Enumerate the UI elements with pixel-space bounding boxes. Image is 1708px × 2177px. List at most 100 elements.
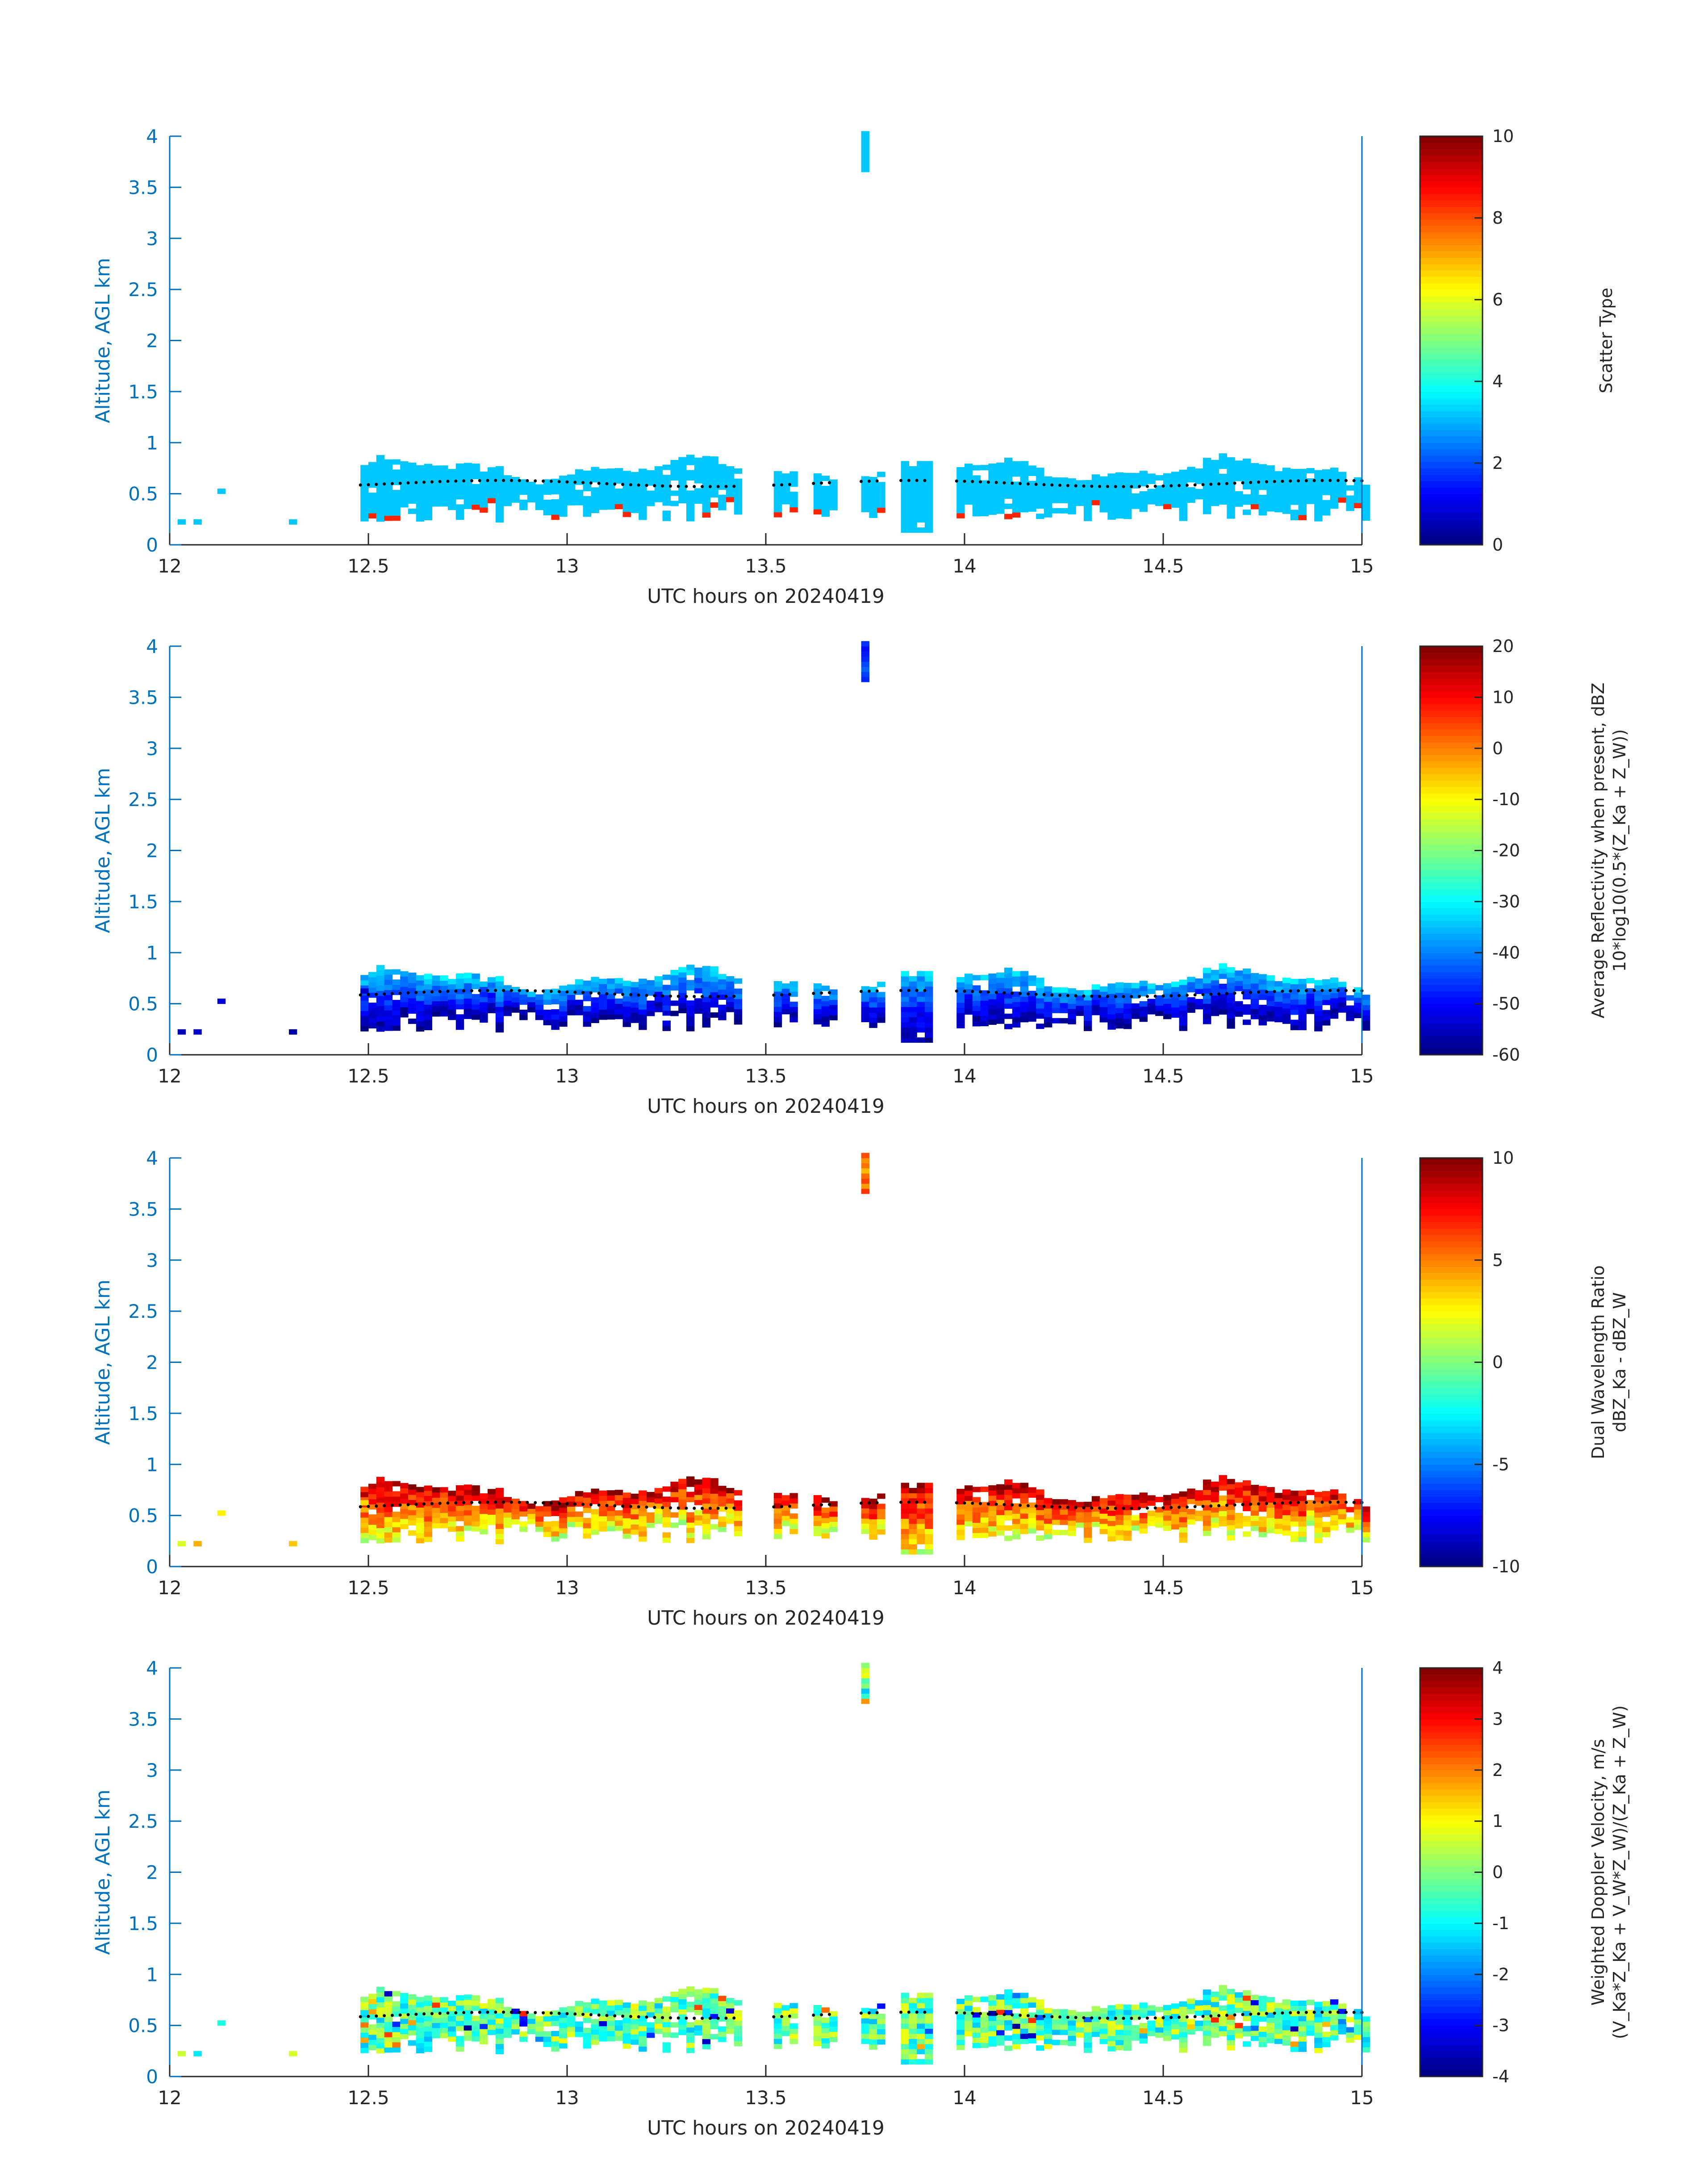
cloud-top-dot [1058,2015,1062,2019]
heatmap-cell [1107,499,1116,505]
heatmap-cell [495,1488,504,1493]
heatmap-cell [583,2002,591,2008]
heatmap-cell [384,1025,393,1031]
colorbar-segment [1420,959,1482,966]
heatmap-cell [559,2022,568,2028]
heatmap-cell [1227,1003,1235,1008]
heatmap-cell [1354,497,1362,503]
heatmap-cell [1330,1494,1339,1500]
cloud-top-dot [875,2011,879,2014]
heatmap-cell [1099,1529,1108,1534]
heatmap-cell [1139,471,1148,476]
heatmap-cell [813,473,822,479]
cloud-top-dot [1019,1504,1022,1507]
heatmap-cell [1052,508,1061,514]
heatmap-cell [455,973,464,979]
heatmap-cell [360,995,369,1001]
heatmap-cell [1044,1513,1052,1519]
heatmap-cell [965,989,973,994]
heatmap-cell [488,987,496,993]
heatmap-cell [821,986,830,991]
heatmap-cell [583,496,591,501]
heatmap-cell [392,490,401,496]
heatmap-cell [1195,999,1203,1004]
heatmap-cell [1274,986,1283,992]
heatmap-cell [1163,1008,1172,1014]
heatmap-cell [965,978,973,984]
heatmap-cell [1314,1522,1323,1528]
heatmap-cell [925,486,933,492]
cloud-top-dot [470,479,473,482]
heatmap-cell [773,1017,782,1023]
heatmap-cell [1346,2032,1354,2038]
heatmap-cell [980,1533,989,1538]
heatmap-cell [360,1997,369,2002]
heatmap-cell [1155,2032,1164,2038]
heatmap-cell [392,1517,401,1522]
heatmap-cell [1020,1493,1028,1499]
heatmap-cell [1028,1518,1036,1524]
heatmap-cell [424,494,432,500]
heatmap-cell [1068,483,1076,489]
heatmap-cell [1203,1510,1211,1516]
heatmap-cell [1107,2020,1116,2026]
heatmap-cell [909,527,917,533]
heatmap-cell [480,502,488,508]
heatmap-cell [1266,2002,1275,2008]
cloud-top-dot [573,2012,577,2016]
heatmap-cell [773,476,782,482]
heatmap-cell [1282,2014,1291,2020]
heatmap-cell [861,146,869,152]
cloud-top-dot [1138,485,1141,488]
heatmap-cell [789,2039,798,2044]
heatmap-cell [631,477,639,483]
heatmap-cell [670,470,679,476]
heatmap-cell [1354,1509,1362,1515]
heatmap-cell [686,1481,695,1487]
heatmap-cell [829,489,838,495]
heatmap-cell [511,1499,520,1504]
heatmap-cell [503,1502,512,1508]
colorbar-segment [1420,895,1482,902]
heatmap-cell [972,1517,981,1523]
colorbar-segment [1420,1680,1482,1688]
heatmap-cell [360,465,369,471]
cloud-top-dot [979,480,982,484]
heatmap-cell [567,495,576,501]
heatmap-cell [1235,1523,1243,1529]
heatmap-cell [384,1512,393,1517]
heatmap-cell [384,2011,393,2017]
heatmap-cell [1084,2032,1092,2038]
heatmap-cell [567,2021,576,2027]
heatmap-cell [1076,1512,1084,1518]
heatmap-cell [1068,2030,1076,2036]
heatmap-cell [861,131,869,137]
heatmap-cell [1290,2001,1299,2006]
heatmap-cell [1052,1529,1061,1535]
heatmap-cell [694,1500,703,1505]
y-tick-label: 3 [146,738,158,760]
heatmap-cell [813,2025,822,2031]
heatmap-cell [1362,1521,1370,1527]
heatmap-cell [917,471,925,477]
heatmap-cell [1091,495,1100,500]
heatmap-cell [1131,993,1140,999]
cloud-top-dot [446,2011,450,2015]
heatmap-cell [1139,2007,1148,2013]
heatmap-cell [813,1510,822,1516]
heatmap-cell [1187,487,1195,493]
heatmap-cell [448,984,456,990]
heatmap-cell [416,2048,425,2053]
cloud-top-dot [375,993,378,996]
cloud-top-dot [438,2011,442,2015]
heatmap-cell [909,507,917,513]
heatmap-cell [1235,1513,1243,1518]
heatmap-cell [1306,478,1315,484]
heatmap-cell [1107,1525,1116,1531]
heatmap-cell [400,986,409,992]
heatmap-cell [480,2018,488,2024]
heatmap-cell [1187,477,1195,483]
heatmap-cell [384,2027,393,2032]
cloud-top-dot [637,1505,640,1508]
heatmap-cell [440,1001,448,1007]
